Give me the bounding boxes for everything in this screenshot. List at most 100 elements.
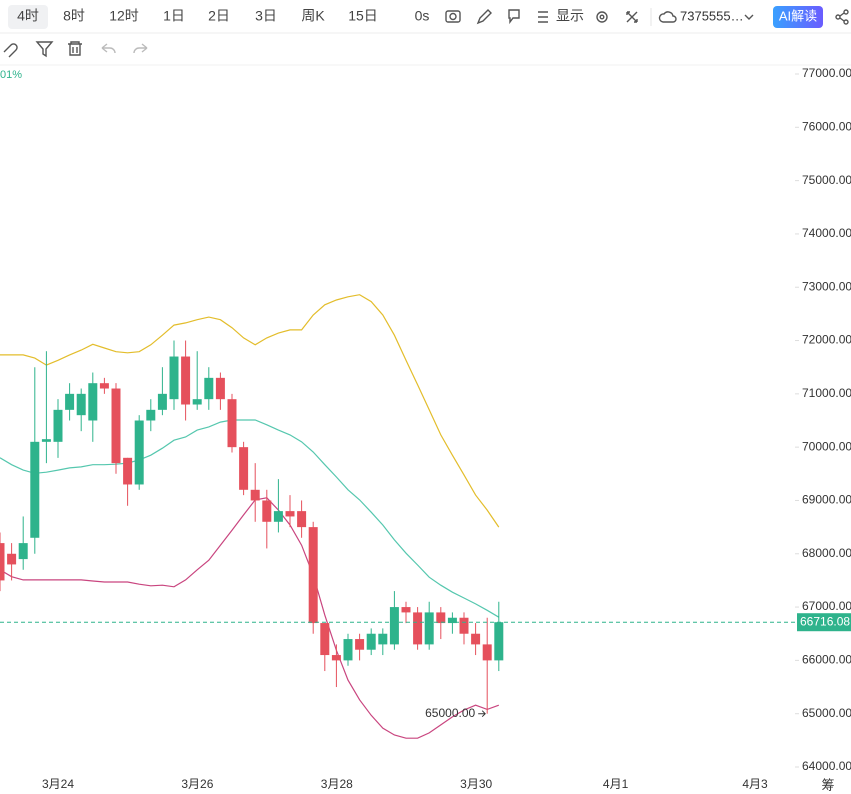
magnet-icon[interactable] [3,43,18,58]
y-tick-label: 71000.00 [802,386,851,400]
candle-body [436,612,446,624]
annotation-arrow [478,710,486,718]
candle-body [471,633,481,645]
candle-body [181,356,191,405]
candle-body [18,543,28,560]
y-tick-label: 74000.00 [802,226,851,240]
candle-body [413,612,423,645]
interval-tab[interactable]: 3日 [255,8,277,24]
candle-body [123,457,133,485]
ai-button[interactable]: AI解读 [779,8,817,23]
y-tick-label: 77000.00 [802,66,851,80]
indicator-label: 01% [0,69,22,81]
band-line [0,497,500,739]
x-tick-label: 3月30 [460,777,492,791]
dropdown-arrow[interactable] [744,14,754,20]
x-tick-label: 4月1 [603,777,629,791]
candle-body [30,441,40,538]
band-line [0,294,500,528]
candle-body [169,356,179,400]
y-tick-label: 64000.00 [802,759,851,773]
settings-icon[interactable] [596,11,608,23]
camera-icon[interactable] [445,10,461,23]
interval-tab[interactable]: 1日 [163,8,185,24]
ai-button-bg[interactable] [773,6,823,28]
candle-body [0,543,5,581]
candle-body [494,622,504,661]
candle-body [192,399,202,405]
toolbar: 0s 显示 7375555… AI解读 [0,5,851,66]
y-tick-label: 69000.00 [802,493,851,507]
last-price-tag [797,613,851,632]
x-tick-label: 4月3 [742,777,768,791]
y-tick-label: 67000.00 [802,599,851,613]
y-tick-label: 66000.00 [802,653,851,667]
candle-body [308,527,318,624]
x-tick-label: 3月26 [181,777,213,791]
candle-body [355,639,365,650]
candle-body [366,633,376,650]
y-tick-label: 73000.00 [802,279,851,293]
active-interval-bg [8,5,48,29]
candle-body [7,553,17,565]
candle-body [157,393,167,410]
y-tick-label: 76000.00 [802,119,851,133]
candle-body [320,623,330,656]
candle-body [41,439,51,442]
candle-body [459,617,469,634]
candle-body [482,644,492,661]
filter-icon[interactable] [35,41,54,58]
cloud-icon[interactable] [658,11,677,23]
y-tick-label: 65000.00 [802,706,851,720]
candle-body [447,617,457,624]
corner-label[interactable]: 筹 [821,777,834,792]
candle-body [204,377,214,400]
candle-body [239,447,249,490]
candle-body [401,607,411,613]
fullscreen-icon[interactable] [626,11,638,23]
candle-body [331,655,341,661]
candle-body [65,393,75,410]
display-icon[interactable] [538,11,548,23]
candle-body [389,607,399,645]
interval-tab[interactable]: 15日 [348,8,378,24]
candle-body [273,511,283,522]
candle-body [250,489,260,501]
candle-body [53,409,63,442]
interval-tab[interactable]: 12时 [109,8,139,24]
candle-body [88,383,98,421]
y-tick-label: 70000.00 [802,439,851,453]
candle-body [227,399,237,448]
candle-body [378,633,388,645]
undo-icon[interactable] [101,43,116,54]
candle-body [285,511,295,517]
candle-body [146,409,156,421]
draw-icon[interactable] [476,9,492,25]
candle-body [424,612,434,645]
low-annotation: 65000.00 [425,706,475,720]
band-line [0,419,500,618]
x-tick-label: 3月24 [42,777,74,791]
template-icon[interactable] [508,9,520,25]
candle-body [134,420,144,485]
delay-label[interactable]: 0s [415,8,430,24]
candle-body [297,511,307,528]
account-label[interactable]: 7375555… [680,8,744,23]
candle-body [262,500,272,522]
x-tick-label: 3月28 [321,777,353,791]
interval-tab[interactable]: 4时 [17,8,39,24]
display-button[interactable]: 显示 [556,8,584,24]
redo-icon[interactable] [133,43,148,54]
candle-body [343,639,353,661]
interval-tab[interactable]: 2日 [208,8,230,24]
candle-body [215,377,225,400]
trash-icon[interactable] [68,41,82,56]
interval-tab[interactable]: 周K [301,8,325,24]
y-tick-label: 75000.00 [802,173,851,187]
interval-tab[interactable]: 8时 [63,8,85,24]
candle-body [99,383,109,389]
share-icon[interactable] [835,9,849,25]
candle-body [111,388,121,464]
y-tick-label: 72000.00 [802,333,851,347]
